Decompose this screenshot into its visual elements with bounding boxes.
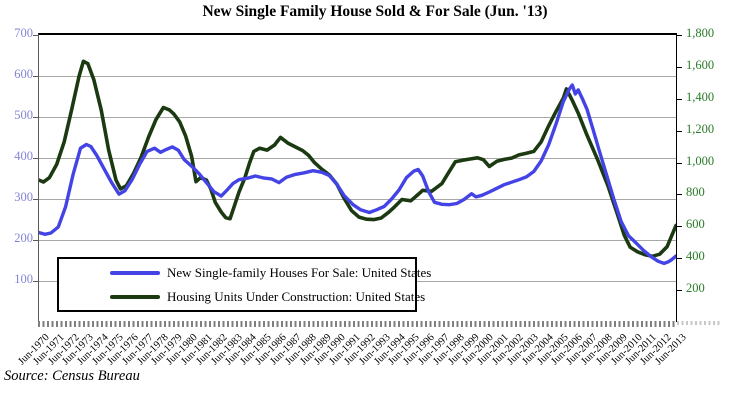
y-axis-right-label: 800 [686, 185, 705, 200]
y-axis-right-label: 600 [686, 217, 705, 232]
y-axis-right-tick [676, 66, 682, 68]
y-axis-right-label: 400 [686, 249, 705, 264]
grid-line [39, 76, 676, 77]
y-axis-right-tick [676, 98, 682, 100]
x-axis-tick-band-extension [677, 321, 721, 325]
y-axis-left-tick [33, 158, 39, 159]
chart-title: New Single Family House Sold & For Sale … [202, 3, 548, 20]
legend-item-for-sale: New Single-family Houses For Sale: Unite… [59, 264, 431, 282]
grid-line [39, 199, 676, 200]
y-axis-left-tick [33, 117, 39, 118]
y-axis-right-tick [676, 258, 682, 260]
y-axis-right-tick [676, 162, 682, 164]
y-axis-right-tick [676, 226, 682, 228]
y-axis-right-label: 1,400 [686, 89, 715, 104]
y-axis-left-tick [33, 35, 39, 36]
grid-line [39, 240, 676, 241]
y-axis-right-label: 1,800 [686, 26, 715, 40]
y-axis-left-tick [33, 199, 39, 200]
y-axis-right-label: 200 [686, 281, 705, 296]
y-axis-left-label: 400 [14, 149, 33, 163]
legend-swatch-for-sale [110, 271, 160, 275]
y-axis-right-label: 1,200 [686, 121, 715, 136]
y-axis-right-tick [676, 130, 682, 132]
x-axis-tick-band [38, 321, 676, 327]
y-axis-right-tick [676, 35, 682, 36]
y-axis-right-tick [676, 290, 682, 292]
legend-label-under-construction: Housing Units Under Construction: United… [167, 289, 426, 304]
y-axis-left-tick [33, 281, 39, 282]
legend-item-under-construction: Housing Units Under Construction: United… [59, 288, 425, 306]
y-axis-left-tick [33, 240, 39, 241]
legend-label-for-sale: New Single-family Houses For Sale: Unite… [167, 265, 432, 280]
y-axis-right-label: 1,600 [686, 57, 715, 72]
legend: New Single-family Houses For Sale: Unite… [57, 257, 431, 312]
y-axis-left-label: 300 [14, 190, 33, 204]
y-axis-left-tick [33, 76, 39, 77]
y-axis-right-tick [676, 194, 682, 196]
grid-line [39, 117, 676, 118]
y-axis-left-label: 100 [14, 272, 33, 286]
source-note: Source: Census Bureau [4, 368, 140, 384]
legend-swatch-under-construction [110, 295, 160, 299]
y-axis-left-label: 200 [14, 231, 33, 245]
series-under_construction-line [39, 59, 676, 259]
y-axis-left-label: 500 [14, 108, 33, 122]
series-for_sale-line [39, 83, 676, 266]
series-canvas [39, 59, 676, 266]
y-axis-right-label: 1,000 [686, 153, 715, 168]
y-axis-left-label: 700 [14, 26, 33, 40]
grid-line [39, 158, 676, 159]
y-axis-left-label: 600 [14, 67, 33, 81]
